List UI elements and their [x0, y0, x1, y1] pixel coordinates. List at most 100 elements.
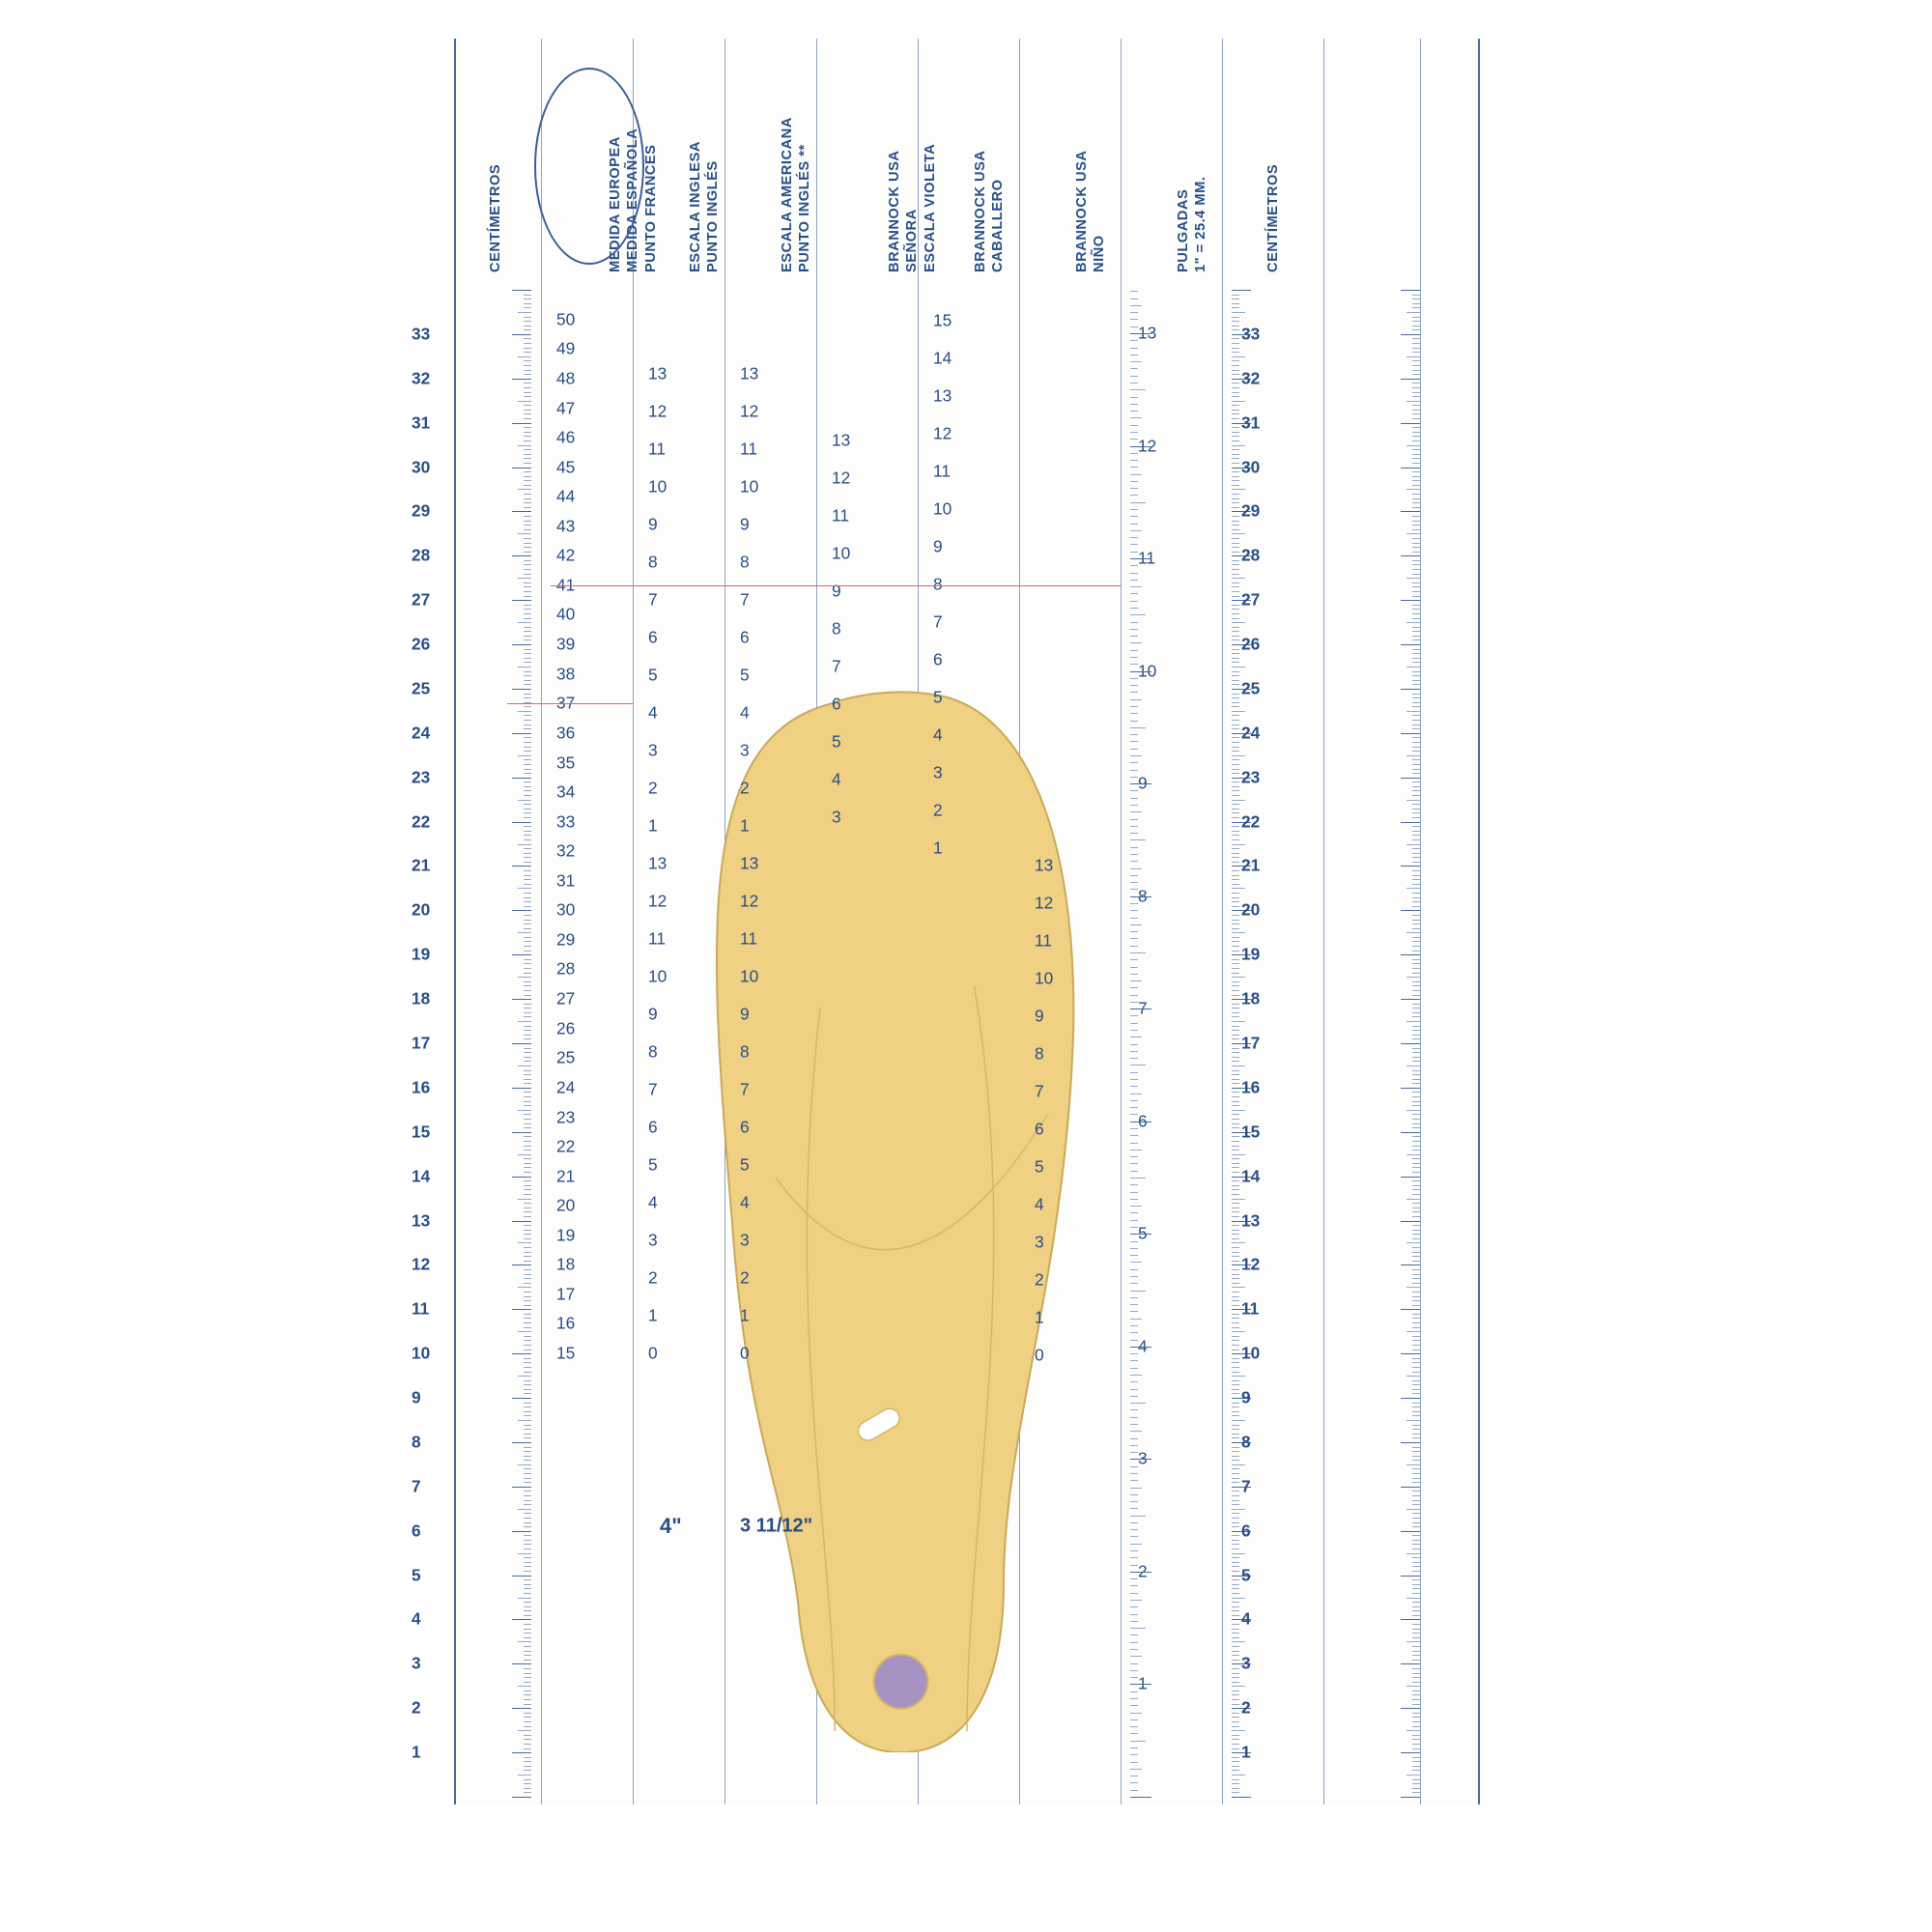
cm-tick — [1412, 923, 1420, 924]
cm-tick — [524, 826, 531, 827]
cm-tick — [524, 1757, 531, 1758]
cm-tick — [1232, 862, 1239, 863]
cm-tick — [524, 392, 531, 393]
cm-tick — [524, 596, 531, 597]
cm-tick — [1232, 543, 1239, 544]
cm-tick — [524, 1783, 531, 1784]
cm-tick — [1232, 370, 1239, 371]
cm-tick — [1232, 1553, 1245, 1554]
cm-tick — [524, 1673, 531, 1674]
inch-tick — [1130, 1079, 1138, 1080]
cm-tick — [1232, 1540, 1239, 1541]
value-label-br_m: 4 — [933, 725, 943, 746]
cm-tick — [1232, 631, 1239, 632]
cm-tick — [1412, 1766, 1420, 1767]
value-label-eu: 48 — [556, 368, 575, 388]
cm-tick — [524, 1105, 531, 1106]
cm-tick — [1232, 706, 1239, 707]
cm-tick — [1232, 636, 1239, 637]
inch-tick — [1130, 1171, 1138, 1172]
cm-tick — [1412, 724, 1420, 725]
cm-tick — [518, 1553, 531, 1554]
inch-tick — [1130, 1255, 1138, 1256]
cm-tick — [1412, 680, 1420, 681]
cm-tick — [524, 1544, 531, 1545]
cm-tick — [1232, 547, 1239, 548]
cm-tick — [1412, 653, 1420, 654]
cm-tick — [524, 1557, 531, 1558]
cm-tick — [1406, 800, 1420, 801]
cm-tick — [524, 295, 531, 296]
cm-tick — [1412, 985, 1420, 986]
cm-tick — [518, 1110, 531, 1111]
inch-tick — [1130, 1516, 1146, 1517]
cm-tick — [1412, 1602, 1420, 1603]
value-label-us: 10 — [740, 967, 758, 987]
cm-tick — [1232, 831, 1239, 832]
cm-tick — [512, 1043, 531, 1044]
cm-tick — [1232, 533, 1245, 534]
inch-tick — [1130, 1494, 1138, 1495]
cm-tick — [1232, 458, 1239, 459]
cm-tick — [1412, 543, 1420, 544]
cm-tick — [524, 809, 531, 810]
cm-tick — [524, 1261, 531, 1262]
cm-tick — [1232, 1123, 1239, 1124]
cm-tick — [524, 1460, 531, 1461]
cm-tick — [1401, 1088, 1420, 1089]
cm-tick — [1232, 1775, 1245, 1776]
cm-tick — [1412, 812, 1420, 813]
cm-label: 14 — [412, 1166, 430, 1186]
cm-tick — [524, 968, 531, 969]
cm-tick — [1412, 1792, 1420, 1793]
cm-tick — [512, 1353, 531, 1354]
cm-tick — [1412, 1473, 1420, 1474]
cm-tick — [1401, 1264, 1420, 1265]
cm-tick — [1412, 658, 1420, 659]
cm-tick — [524, 658, 531, 659]
cm-tick — [1232, 720, 1239, 721]
cm-label: 19 — [412, 945, 430, 965]
cm-tick — [1406, 1287, 1420, 1288]
cm-tick — [1412, 1278, 1420, 1279]
cm-tick — [524, 582, 531, 583]
cm-tick — [1412, 1123, 1420, 1124]
cm-tick — [1412, 1211, 1420, 1212]
cm-tick — [1412, 1761, 1420, 1762]
cm-tick — [518, 711, 531, 712]
cm-tick — [1232, 1447, 1239, 1448]
cm-label: 8 — [1241, 1432, 1251, 1452]
cm-tick — [1412, 1610, 1420, 1611]
cm-tick — [524, 1562, 531, 1563]
cm-tick — [1232, 1327, 1239, 1328]
inch-tick — [1130, 312, 1138, 313]
cm-tick — [1412, 897, 1420, 898]
cm-tick — [524, 1447, 531, 1448]
cm-tick — [1412, 1150, 1420, 1151]
cm-tick — [524, 1123, 531, 1124]
value-label-uk: 3 — [648, 1231, 658, 1251]
cm-label: 9 — [1241, 1388, 1251, 1408]
cm-tick — [1232, 715, 1239, 716]
cm-tick — [1412, 1292, 1420, 1293]
cm-tick — [1412, 618, 1420, 619]
cm-tick — [1406, 1331, 1420, 1332]
origin-offset-label-uk: 4" — [660, 1514, 682, 1539]
cm-tick — [1412, 1571, 1420, 1572]
cm-tick — [1412, 1624, 1420, 1625]
value-label-br_m: 9 — [933, 537, 943, 557]
cm-tick — [1412, 1540, 1420, 1541]
cm-label: 29 — [1241, 501, 1260, 522]
value-label-uk: 2 — [648, 1268, 658, 1289]
cm-tick — [1232, 1637, 1239, 1638]
inch-tick — [1130, 516, 1138, 517]
cm-tick — [1232, 1038, 1239, 1039]
cm-tick — [1412, 1296, 1420, 1297]
cm-tick — [1412, 449, 1420, 450]
cm-tick — [1232, 290, 1251, 291]
cm-tick — [1406, 445, 1420, 446]
cm-tick — [1412, 1482, 1420, 1483]
inch-tick — [1130, 1192, 1138, 1193]
cm-tick — [518, 844, 531, 845]
value-label-eu: 45 — [556, 457, 575, 477]
